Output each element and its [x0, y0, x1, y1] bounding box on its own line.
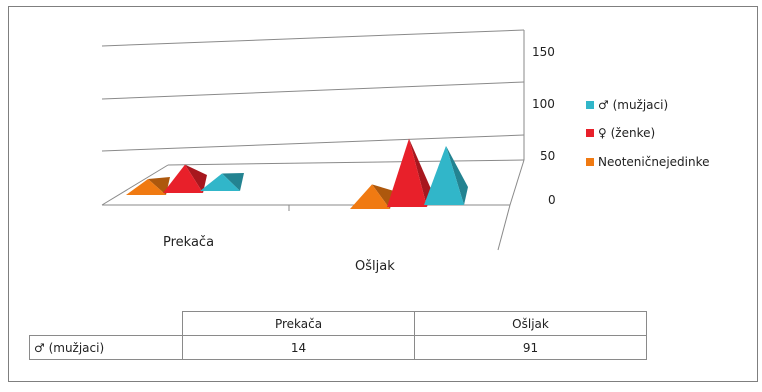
table-row-label: ♂ (mužjaci) — [29, 335, 183, 360]
pyramid-side-face — [222, 173, 244, 191]
table-cell: 91 — [414, 335, 647, 360]
table-row: ♂ (mužjaci) 14 91 — [29, 335, 647, 360]
table-corner — [30, 312, 183, 336]
legend-swatch — [586, 101, 594, 109]
pyramid-front-face — [200, 173, 240, 191]
back-wall-gridline-100 — [101, 81, 525, 100]
legend-label: Neoteničnejedinke — [598, 155, 710, 169]
pyramid-front-face — [350, 184, 390, 209]
back-wall-baseline — [167, 159, 525, 166]
legend-swatch — [586, 129, 594, 137]
floor-front-right-drop — [497, 204, 511, 251]
y-tick-label: 150 — [532, 45, 555, 59]
back-wall-gridline-150 — [101, 29, 525, 47]
floor-left-edge — [101, 164, 169, 206]
floor-right-edge — [509, 159, 525, 206]
y-tick-label: 100 — [532, 97, 555, 111]
table-cell: 14 — [182, 335, 415, 360]
y-axis: 0 50 100 150 — [532, 45, 556, 207]
pyramid-side-face — [446, 145, 468, 205]
data-table: Prekača Ošljak ♂ (mužjaci) 14 91 — [29, 311, 647, 360]
legend: ♂ (mužjaci) ♀ (ženke) Neoteničnejedinke — [586, 98, 710, 169]
legend-label: ♂ (mužjaci) — [598, 98, 668, 112]
pyramid-front-face — [163, 164, 203, 193]
chart-walls — [101, 29, 525, 251]
table-header-cell: Ošljak — [414, 311, 647, 336]
table-header-row: Prekača Ošljak — [30, 311, 647, 336]
pyramid-side-face — [409, 138, 431, 207]
back-wall-gridline-50 — [101, 134, 525, 152]
pyramid-front-face — [126, 179, 166, 195]
legend-swatch — [586, 158, 594, 166]
category-label: Ošljak — [355, 259, 395, 274]
series-marks — [126, 138, 468, 209]
pyramid-side-face — [148, 177, 170, 195]
y-tick-label: 0 — [548, 193, 556, 207]
y-tick-label: 50 — [540, 149, 555, 163]
legend-label: ♀ (ženke) — [598, 126, 655, 140]
pyramid-front-face — [387, 138, 427, 207]
table-header-cell: Prekača — [182, 311, 415, 336]
category-label: Prekača — [163, 235, 214, 250]
pyramid-side-face — [185, 164, 207, 193]
pyramid-front-face — [424, 145, 464, 205]
